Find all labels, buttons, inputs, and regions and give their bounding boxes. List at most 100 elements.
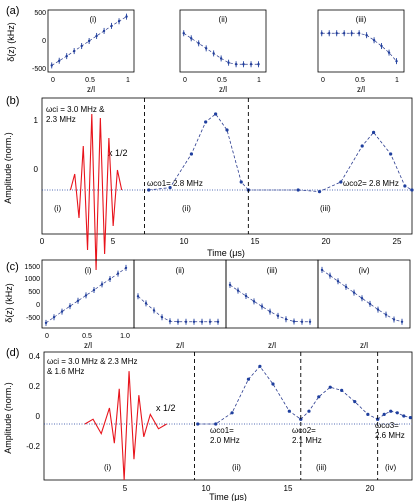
d-ytick-neg02: -0.2	[26, 442, 40, 451]
c-fit-line	[45, 267, 127, 324]
b-output-point	[339, 180, 343, 184]
a-ii-xtick-1: 1	[257, 77, 261, 84]
b-output-point	[239, 180, 243, 184]
a-ii-xtick-0: 0	[183, 77, 187, 84]
c-ii-series	[136, 293, 220, 325]
panel-label-c: (c)	[6, 261, 19, 273]
d-section-iv: (iv)	[385, 463, 396, 472]
c-i-xtick-0: 0	[45, 333, 49, 340]
d-ann-co2-2: 2.1 MHz	[292, 436, 322, 445]
b-input-waveform	[69, 113, 123, 271]
c-ylabel: δ(z) (kHz)	[4, 283, 14, 323]
b-xtick-10: 10	[180, 237, 189, 246]
c-iv-series	[320, 266, 404, 325]
b-ann-input-1: ωci = 3.0 MHz &	[46, 105, 105, 114]
d-output-fit	[197, 365, 302, 425]
a-iii-point	[350, 32, 353, 35]
d-output-point	[402, 414, 406, 418]
d-ann-input-1: ωci = 3.0 MHz & 2.3 MHz	[47, 357, 138, 366]
a-iii-point	[395, 59, 398, 63]
c-ytick-1500: 1500	[24, 264, 40, 271]
b-output-point	[410, 188, 414, 192]
b-ytick-1: 1	[34, 116, 39, 125]
a-ii-xlabel: z/l	[219, 85, 227, 94]
b-output-point	[403, 184, 407, 188]
b-output-point	[296, 188, 300, 192]
c-i-xtick-05: 0.5	[82, 333, 92, 340]
b-xtick-25: 25	[393, 237, 402, 246]
d-output-point	[340, 388, 344, 392]
a-ii-series	[182, 30, 260, 68]
d-output-point	[328, 385, 332, 389]
subplot-a-iii: (iii) 0 0.5 1 z/l	[317, 9, 405, 94]
d-ylabel: Amplitude (norm.)	[3, 382, 13, 454]
b-xtick-0: 0	[40, 237, 45, 246]
a-i-xtick-0: 0	[51, 77, 55, 84]
a-ii-point	[190, 37, 193, 40]
a-iii-label: (iii)	[356, 15, 367, 24]
d-xtick-10: 10	[202, 484, 211, 493]
b-series	[42, 98, 414, 271]
c-iv-label: (iv)	[358, 266, 369, 275]
b-output-point	[225, 128, 229, 132]
d-output-point	[382, 412, 386, 416]
d-ytick-0: 0	[36, 412, 41, 421]
d-output-point	[395, 411, 399, 415]
d-output-fit	[377, 410, 411, 420]
subplot-c-iv: (iv) z/l	[317, 259, 411, 350]
d-output-point	[366, 412, 370, 416]
d-output-point	[258, 364, 262, 368]
c-point	[176, 320, 180, 323]
a-ii-xtick-05: 0.5	[217, 77, 227, 84]
c-ii-xlabel: z/l	[176, 341, 184, 350]
c-fit-line	[321, 269, 403, 323]
c-i-label: (i)	[84, 266, 91, 275]
b-xlabel: Time (μs)	[207, 248, 245, 258]
a-i-frame	[47, 9, 135, 73]
subplot-a-ii: (ii) 0 0.5 1 z/l	[179, 9, 267, 94]
d-output-point	[287, 409, 291, 413]
d-output-point	[408, 416, 412, 420]
b-output-point	[371, 130, 376, 134]
a-i-xtick-05: 0.5	[85, 77, 95, 84]
d-section-i: (i)	[104, 463, 111, 472]
a-i-point	[125, 15, 128, 18]
c-i-xlabel: z/l	[84, 341, 92, 350]
a-iii-point	[335, 32, 338, 35]
c-iii-xlabel: z/l	[268, 341, 276, 350]
a-iii-xtick-1: 1	[395, 77, 399, 84]
b-output-point	[189, 152, 194, 156]
b-ann-co2: ωco2= 2.8 MHz	[343, 179, 399, 188]
c-iii-series	[228, 281, 312, 325]
d-xlabel: Time (μs)	[209, 492, 247, 501]
d-output-point	[317, 395, 321, 399]
c-iv-frame	[317, 259, 411, 329]
c-ytick-0: 0	[36, 302, 40, 309]
b-xtick-labels: 0 5 10 15 20 25	[40, 237, 402, 246]
b-ylabel: Amplitude (norm.)	[3, 132, 13, 204]
c-point	[192, 320, 196, 323]
d-input-waveform	[84, 371, 167, 481]
d-section-iii: (iii)	[316, 463, 327, 472]
a-i-xlabel: z/l	[87, 85, 95, 94]
d-output-point	[271, 382, 275, 386]
d-section-ii: (ii)	[232, 463, 241, 472]
b-output-point	[168, 186, 172, 190]
d-output-point	[389, 409, 393, 413]
b-output-point	[389, 152, 393, 156]
b-output-fit	[148, 113, 249, 191]
d-output-point	[307, 409, 311, 413]
c-iv-xlabel: z/l	[360, 341, 368, 350]
a-iii-xtick-0: 0	[321, 77, 325, 84]
a-iii-point	[372, 39, 376, 42]
b-output-point	[360, 144, 364, 148]
panel-label-d: (d)	[6, 347, 19, 359]
d-output-fit	[300, 386, 378, 420]
c-ytick-labels: 1500 1000 500 0 -500	[24, 264, 40, 322]
d-frame	[43, 351, 413, 481]
d-ytick-02: 0.2	[29, 382, 41, 391]
d-ann-input-2: & 1.6 MHz	[47, 367, 84, 376]
b-ann-scale: x 1/2	[108, 148, 128, 158]
b-output-point	[317, 190, 322, 194]
a-ytick-0: 0	[42, 38, 46, 45]
